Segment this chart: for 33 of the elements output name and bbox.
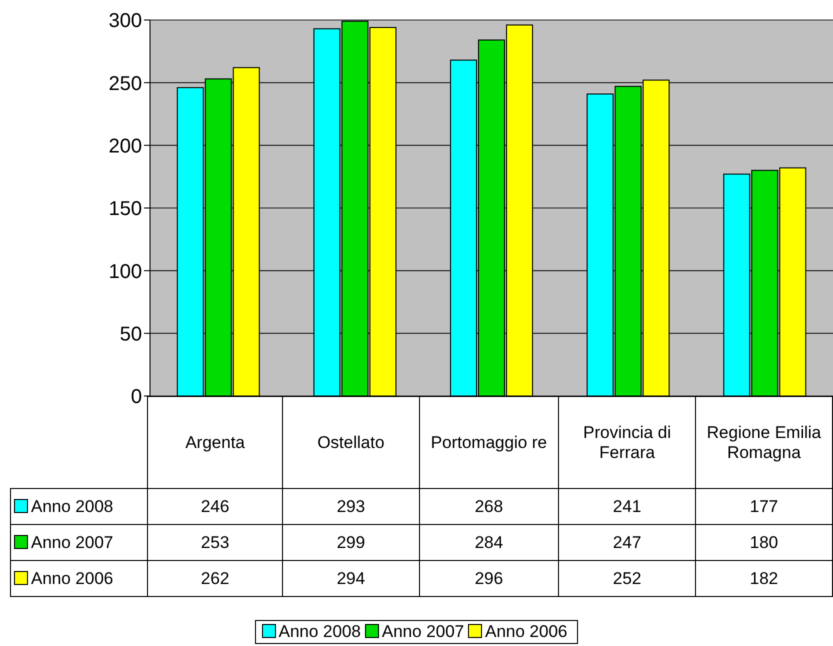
y-tick-label: 150 — [108, 198, 142, 220]
y-tick-label: 50 — [120, 323, 142, 346]
x-tick-label: Ostellato — [282, 396, 419, 488]
data-label: 182 — [695, 560, 832, 596]
data-label: 284 — [419, 524, 559, 560]
data-label: 247 — [558, 524, 696, 560]
data-label: 294 — [282, 560, 419, 596]
legend-label: Anno 2008 — [10, 488, 148, 524]
data-label: 241 — [558, 488, 696, 524]
data-label: 246 — [147, 488, 283, 524]
y-tick-label: 250 — [108, 72, 142, 95]
legend-label: Anno 2007 — [10, 524, 148, 560]
text: Anno 2008 — [278, 622, 361, 641]
x-tick-label: Provincia di Ferrara — [558, 396, 696, 488]
text: Anno 2006 — [485, 622, 568, 641]
data-label: 299 — [282, 524, 419, 560]
data-label: 268 — [419, 488, 559, 524]
y-tick-label: 0 — [130, 386, 142, 408]
data-label: 262 — [147, 560, 283, 596]
y-tick-label: 200 — [108, 135, 142, 158]
data-label: 293 — [282, 488, 419, 524]
data-label: 253 — [147, 524, 283, 560]
x-tick-label: Argenta — [147, 396, 283, 488]
x-tick-label: Regione Emilia Romagna — [695, 396, 832, 488]
data-label: 180 — [695, 524, 832, 560]
data-label: 296 — [419, 560, 559, 596]
text: Anno 2007 — [382, 622, 464, 641]
y-tick-label: 300 — [108, 10, 142, 32]
x-tick-label: Portomaggio re — [419, 396, 559, 488]
data-label: 177 — [695, 488, 832, 524]
y-tick-label: 100 — [108, 260, 142, 283]
legend-label: Anno 2006 — [10, 560, 148, 596]
data-label: 252 — [558, 560, 696, 596]
